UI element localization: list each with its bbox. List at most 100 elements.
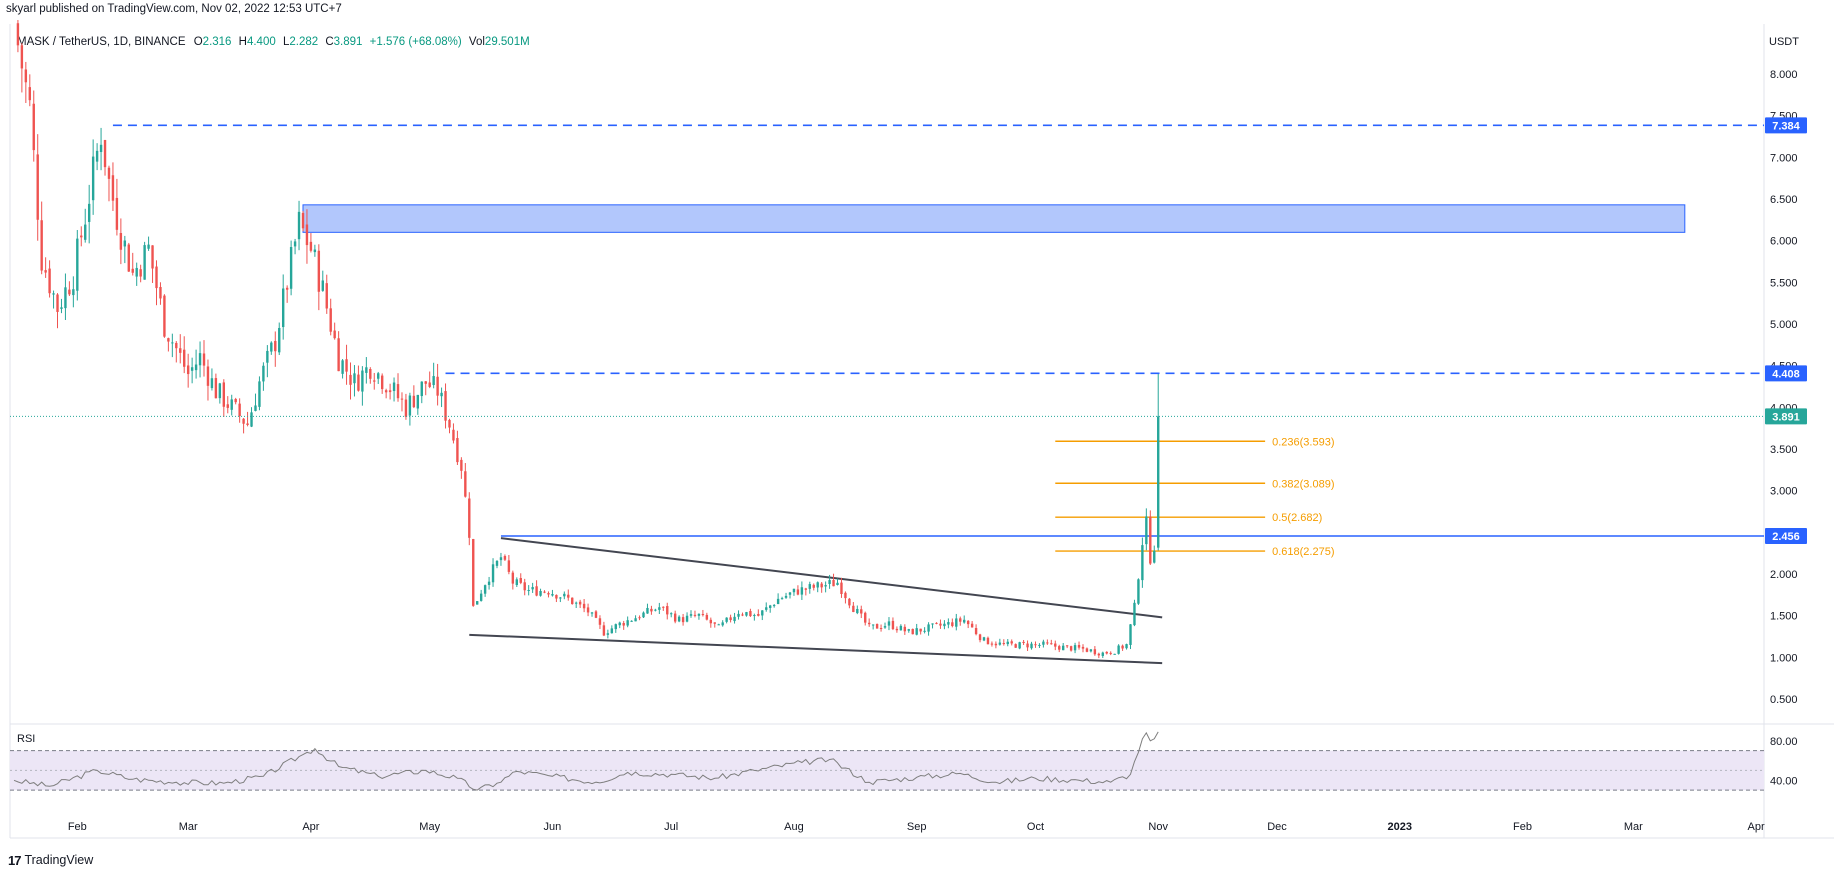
candle-body [725, 617, 728, 622]
rsi-title: RSI [17, 733, 35, 745]
candle-body [567, 594, 570, 598]
candle-body [907, 629, 910, 631]
open-label: O [194, 36, 203, 48]
candle-body [721, 622, 724, 626]
time-tick-label: Feb [1513, 821, 1532, 833]
candle-body [824, 585, 827, 587]
price-tick-label: 1.000 [1770, 652, 1798, 664]
candle-body [662, 606, 665, 608]
time-tick-label: May [419, 821, 440, 833]
candle-body [634, 618, 637, 622]
candle-body [1014, 644, 1017, 648]
candle-body [202, 353, 206, 366]
price-tick-label: 7.000 [1770, 152, 1798, 164]
candle-body [848, 598, 851, 606]
trendlines-layer [469, 537, 1163, 665]
candle-body [1046, 642, 1049, 644]
candle-body [424, 381, 427, 384]
symbol-label: MASK / TetherUS, 1D, BINANCE [17, 36, 186, 48]
candle-body [147, 244, 150, 249]
time-tick-label: Feb [68, 821, 87, 833]
rsi-tick-label: 80.00 [1770, 736, 1798, 748]
time-tick-label: Dec [1267, 821, 1287, 833]
footer-brand[interactable]: 17 TradingView [8, 850, 93, 870]
candle-body [737, 613, 740, 617]
candle-body [618, 622, 621, 626]
candle-body [464, 471, 467, 497]
candle-body [828, 580, 831, 584]
candle-body [186, 365, 190, 375]
candle-body [638, 617, 641, 619]
price-tick-label: 2.000 [1770, 569, 1798, 581]
supply-zone-layer [302, 204, 1686, 233]
price-tags-layer: 7.384 4.408 2.456 3.891 [1765, 117, 1807, 544]
time-axis[interactable]: Feb Mar Apr May Jun Jul Aug Sep Oct Nov Dec 2023 Feb… [68, 821, 1765, 833]
candle-body [64, 287, 67, 309]
candle-body [745, 612, 748, 616]
candle-body [48, 268, 51, 294]
candle-body [1038, 644, 1041, 646]
candle-body [250, 412, 253, 427]
candle-body [852, 605, 855, 613]
candle-body [1109, 652, 1112, 654]
candle-body [998, 642, 1002, 645]
candle-body [666, 606, 669, 615]
rsi-line [13, 731, 1159, 791]
candle-body [673, 613, 677, 622]
candle-body [179, 348, 182, 353]
candle-body [713, 622, 716, 624]
candle-body [966, 620, 970, 625]
candle-body [495, 560, 499, 566]
candle-body [472, 539, 475, 606]
candle-body [729, 617, 732, 621]
candle-body [1157, 416, 1160, 548]
candle-body [820, 583, 823, 588]
candle-body [1065, 645, 1069, 647]
price-tick-label: 3.000 [1770, 486, 1798, 498]
candle-body [1054, 643, 1057, 647]
candle-body [788, 592, 792, 595]
candle-body [476, 601, 479, 605]
candle-body [816, 582, 819, 588]
candle-body [1085, 648, 1089, 652]
price-tag-label: 3.891 [1772, 411, 1800, 423]
candle-body [1026, 643, 1029, 648]
candle-body [246, 423, 249, 425]
trendline-lower [469, 633, 1163, 665]
candle-body [784, 595, 788, 598]
price-axis[interactable]: 0.5001.0001.5002.0002.5003.0003.5004.000… [1770, 69, 1798, 706]
candle-body [915, 628, 918, 635]
candle-body [76, 238, 79, 291]
candle-body [994, 643, 998, 646]
candle-body [1129, 624, 1132, 645]
candle-body [677, 616, 681, 622]
candle-body [1137, 579, 1140, 604]
candle-body [479, 593, 483, 601]
candle-body [947, 622, 950, 625]
candle-body [190, 367, 194, 371]
candle-body [175, 342, 178, 349]
candle-body [1153, 550, 1156, 563]
candle-body [297, 211, 301, 240]
candle-body [1081, 646, 1085, 649]
high-label: H [239, 36, 247, 48]
time-tick-label: Jun [544, 821, 562, 833]
candle-body [1121, 645, 1124, 649]
candle-body [194, 364, 198, 371]
candle-body [167, 338, 170, 342]
candle-body [1149, 516, 1152, 564]
candle-body [895, 628, 899, 631]
candle-body [1069, 646, 1073, 651]
candle-body [309, 241, 313, 251]
price-tick-label: 5.000 [1770, 319, 1798, 331]
time-tick-label: Aug [784, 821, 804, 833]
candle-body [939, 623, 942, 626]
low-label: L [283, 36, 290, 48]
high-value: 4.400 [247, 36, 276, 48]
candle-body [341, 360, 344, 374]
candle-body [487, 581, 491, 585]
candle-body [741, 614, 744, 616]
candle-body [685, 615, 689, 622]
candle-body [1022, 641, 1025, 643]
